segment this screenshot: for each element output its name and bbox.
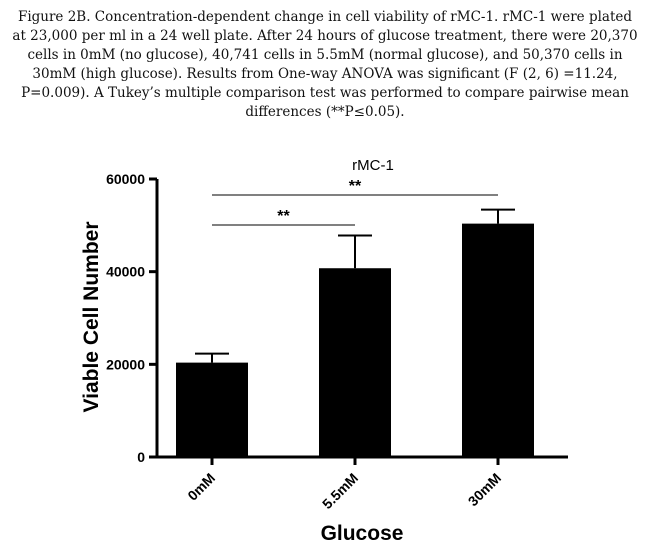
x-tick-label: 5.5mM (319, 470, 361, 512)
y-tick-label: 40000 (106, 264, 145, 280)
bar (462, 223, 534, 457)
caption-line: Figure 2B. Concentration-dependent chang… (17, 9, 633, 25)
y-tick-label: 0 (137, 449, 145, 465)
bar (176, 362, 248, 457)
caption-line: 30mM (high glucose). Results from One-wa… (32, 66, 618, 82)
y-tick-label: 20000 (106, 356, 145, 372)
significance-label: ** (277, 208, 290, 225)
caption-line: cells in 0mM (no glucose), 40,741 cells … (27, 47, 623, 63)
y-tick-label: 60000 (106, 171, 145, 187)
significance-label: ** (349, 178, 362, 195)
plot-area: 0 20000 40000 60000 0mM 5.5mM 30mM ** ** (106, 171, 568, 512)
x-tick-label: 0mM (184, 470, 218, 504)
x-axis-title: Glucose (321, 522, 404, 545)
figure-caption: Figure 2B. Concentration-dependent chang… (0, 8, 650, 122)
bar (319, 268, 391, 457)
x-tick-label: 30mM (465, 470, 504, 509)
caption-line: differences (**P≤0.05). (245, 104, 405, 120)
y-axis-title: Viable Cell Number (80, 221, 103, 412)
chart-title: rMC-1 (352, 157, 394, 174)
caption-line: P=0.009). A Tukey’s multiple comparison … (21, 85, 629, 101)
caption-line: at 23,000 per ml in a 24 well plate. Aft… (12, 28, 638, 44)
